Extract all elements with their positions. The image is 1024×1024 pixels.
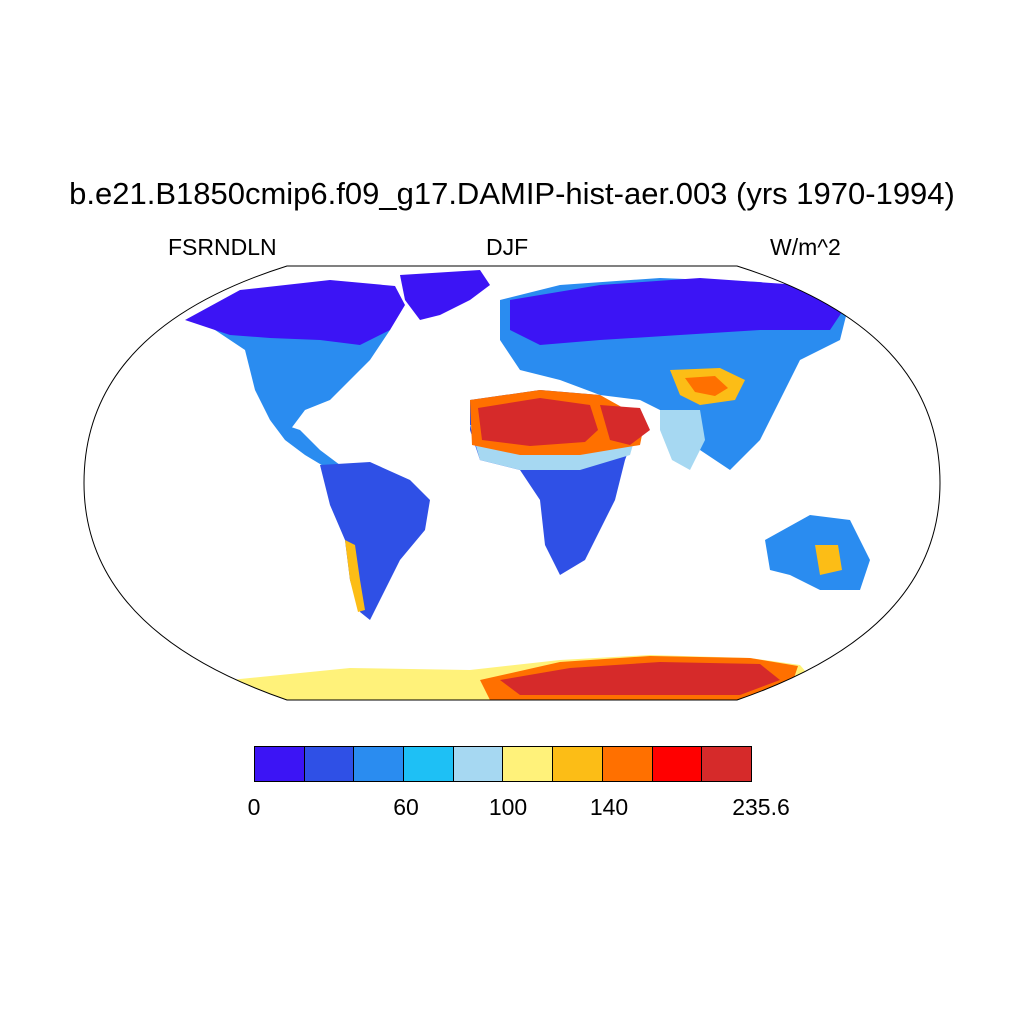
colorbar-tick-label: 100 (488, 794, 528, 820)
colorbar-tick-label: 60 (393, 794, 419, 820)
colorbar-box (701, 746, 752, 782)
greenland-region (400, 270, 490, 320)
central-america-region (270, 420, 340, 470)
map-border (83, 265, 941, 701)
colorbar-tick-label: 0 (247, 794, 261, 820)
colorbar-box (552, 746, 603, 782)
sahara-region (478, 398, 598, 446)
season-label: DJF (486, 234, 529, 260)
canada-region (185, 280, 405, 345)
andes-region (345, 540, 365, 612)
arabia-region (600, 405, 650, 445)
siberia-region (510, 278, 850, 345)
colorbar-box (452, 746, 504, 782)
colorbar-box (651, 746, 703, 782)
colorbar-tick-label: 140 (589, 794, 629, 820)
colorbar-box (502, 746, 554, 782)
colorbar-box (601, 746, 653, 782)
taklamakan-region (685, 376, 728, 396)
colorbar-box (254, 746, 305, 782)
east-antarctica-region (500, 662, 780, 695)
variable-label: FSRNDLN (168, 234, 277, 260)
colorbar-box (403, 746, 454, 782)
units-label: W/m^2 (770, 234, 841, 260)
south-america-region (320, 462, 430, 620)
colorbar (254, 746, 752, 782)
plot-title: b.e21.B1850cmip6.f09_g17.DAMIP-hist-aer.… (69, 176, 955, 211)
india-region (660, 410, 705, 470)
colorbar-box (303, 746, 355, 782)
colorbar-box (353, 746, 405, 782)
central-australia-region (815, 545, 842, 575)
colorbar-tick-label: 235.6 (732, 794, 790, 820)
